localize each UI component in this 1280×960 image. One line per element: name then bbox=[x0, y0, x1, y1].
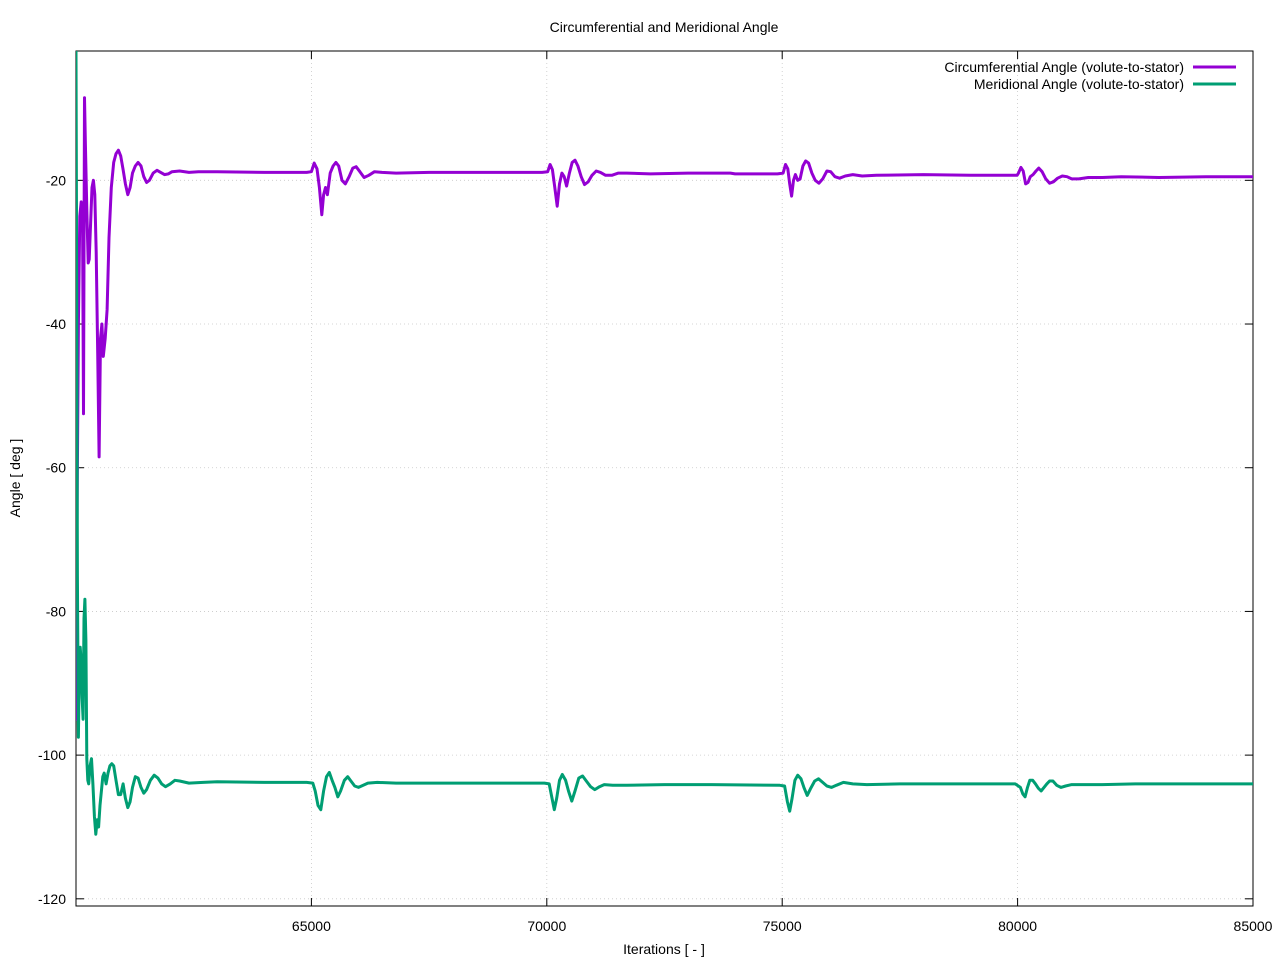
legend-label-1: Circumferential Angle (volute-to-stator) bbox=[944, 59, 1184, 75]
legend: Circumferential Angle (volute-to-stator)… bbox=[944, 59, 1236, 92]
x-tick-label: 70000 bbox=[527, 918, 566, 934]
legend-label-2: Meridional Angle (volute-to-stator) bbox=[974, 76, 1184, 92]
y-tick-label: -100 bbox=[38, 747, 66, 763]
series-lines bbox=[76, 51, 1253, 836]
y-tick-label: -120 bbox=[38, 891, 66, 907]
x-tick-label: 85000 bbox=[1234, 918, 1273, 934]
x-tick-label: 65000 bbox=[292, 918, 331, 934]
y-tick-label: -80 bbox=[46, 603, 66, 619]
chart-title: Circumferential and Meridional Angle bbox=[550, 19, 779, 35]
x-tick-label: 80000 bbox=[998, 918, 1037, 934]
y-tick-label: -20 bbox=[46, 172, 66, 188]
y-axis-label: Angle [ deg ] bbox=[7, 439, 23, 518]
x-axis-label: Iterations [ - ] bbox=[623, 941, 705, 957]
y-tick-label: -40 bbox=[46, 316, 66, 332]
y-tick-label: -60 bbox=[46, 460, 66, 476]
series-line-1 bbox=[76, 96, 1253, 721]
axis-ticks: 65000 70000 75000 80000 85000 -20 -40 -60 -80 -10… bbox=[38, 51, 1273, 934]
series-line-2 bbox=[76, 51, 1253, 836]
x-tick-label: 75000 bbox=[763, 918, 802, 934]
